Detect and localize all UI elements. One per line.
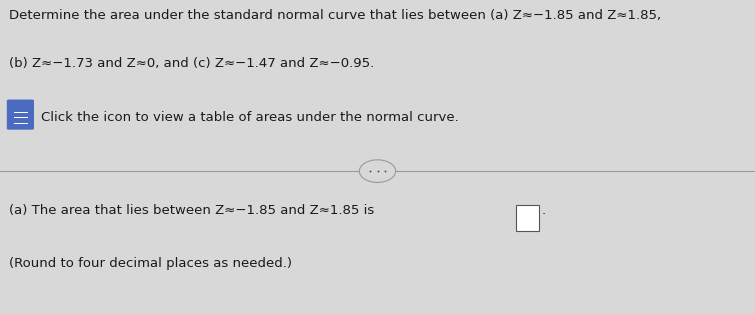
Text: Determine the area under the standard normal curve that lies between (a) Z≈−1.85: Determine the area under the standard no… <box>9 9 661 22</box>
FancyBboxPatch shape <box>7 100 34 130</box>
Text: (Round to four decimal places as needed.): (Round to four decimal places as needed.… <box>9 257 292 270</box>
Text: (a) The area that lies between Z≈−1.85 and Z≈1.85 is: (a) The area that lies between Z≈−1.85 a… <box>9 204 374 217</box>
Text: Click the icon to view a table of areas under the normal curve.: Click the icon to view a table of areas … <box>41 111 458 124</box>
Text: .: . <box>541 204 545 217</box>
Text: (b) Z≈−1.73 and Z≈0, and (c) Z≈−1.47 and Z≈−0.95.: (b) Z≈−1.73 and Z≈0, and (c) Z≈−1.47 and… <box>9 57 374 69</box>
FancyBboxPatch shape <box>516 205 539 231</box>
Ellipse shape <box>359 160 396 182</box>
